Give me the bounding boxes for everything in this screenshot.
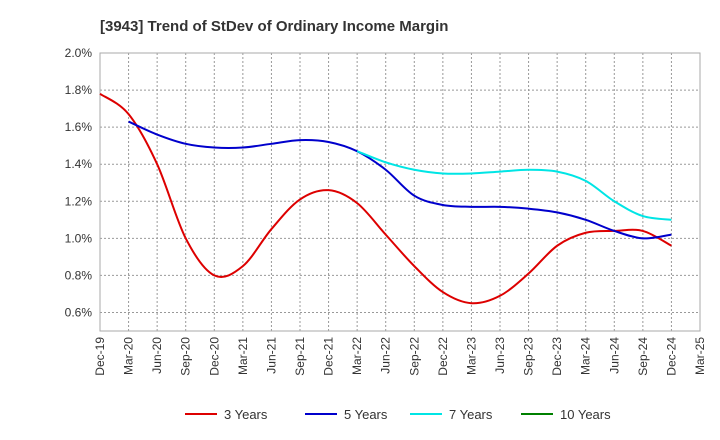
- x-axis-ticks: Dec-19 Mar-20 Jun-20 Sep-20 Dec-20 Mar-21 Jun-…: [93, 337, 707, 376]
- x-tick-label: Dec-20: [207, 337, 221, 376]
- y-axis-ticks: 0.6% 0.8% 1.0% 1.2% 1.4% 1.6% 1.8% 2.0%: [65, 46, 93, 319]
- grid-lines: [100, 52, 700, 331]
- y-tick-label: 0.8%: [65, 268, 93, 282]
- legend-label: 7 Years: [449, 407, 493, 422]
- series-line-3: [356, 150, 672, 221]
- series-lines: [99, 92, 672, 305]
- x-tick-label: Jun-20: [150, 337, 164, 374]
- x-tick-label: Dec-22: [436, 337, 450, 376]
- x-tick-label: Sep-20: [179, 337, 193, 376]
- x-tick-label: Sep-23: [522, 337, 536, 376]
- legend: 3 Years 5 Years 7 Years 10 Years: [185, 407, 611, 422]
- x-tick-label: Mar-24: [579, 337, 593, 375]
- x-tick-label: Sep-24: [636, 337, 650, 376]
- y-tick-label: 1.8%: [65, 83, 93, 97]
- chart-title: [3943] Trend of StDev of Ordinary Income…: [100, 18, 448, 35]
- y-tick-label: 1.0%: [65, 231, 93, 245]
- x-tick-label: Dec-23: [550, 337, 564, 376]
- legend-label: 3 Years: [224, 407, 268, 422]
- x-tick-label: Mar-22: [350, 337, 364, 375]
- x-tick-label: Dec-19: [93, 337, 107, 376]
- series-line-1: [99, 92, 672, 305]
- x-tick-label: Jun-21: [264, 337, 278, 374]
- x-tick-label: Mar-21: [236, 337, 250, 375]
- x-tick-label: Jun-22: [379, 337, 393, 374]
- legend-label: 5 Years: [344, 407, 388, 422]
- y-tick-label: 1.6%: [65, 120, 93, 134]
- x-tick-label: Sep-22: [407, 337, 421, 376]
- series-line-2: [128, 120, 672, 240]
- x-tick-label: Mar-20: [122, 337, 136, 375]
- x-tick-label: Mar-23: [464, 337, 478, 375]
- y-tick-label: 2.0%: [65, 46, 93, 60]
- x-tick-label: Mar-25: [693, 337, 707, 375]
- y-tick-label: 0.6%: [65, 305, 93, 319]
- x-tick-label: Dec-24: [664, 337, 678, 376]
- x-tick-label: Dec-21: [322, 337, 336, 376]
- y-tick-label: 1.4%: [65, 157, 93, 171]
- x-tick-label: Jun-24: [607, 337, 621, 374]
- legend-label: 10 Years: [560, 407, 611, 422]
- plot-area: [99, 52, 701, 332]
- y-tick-label: 1.2%: [65, 194, 93, 208]
- x-tick-label: Jun-23: [493, 337, 507, 374]
- x-tick-label: Sep-21: [293, 337, 307, 376]
